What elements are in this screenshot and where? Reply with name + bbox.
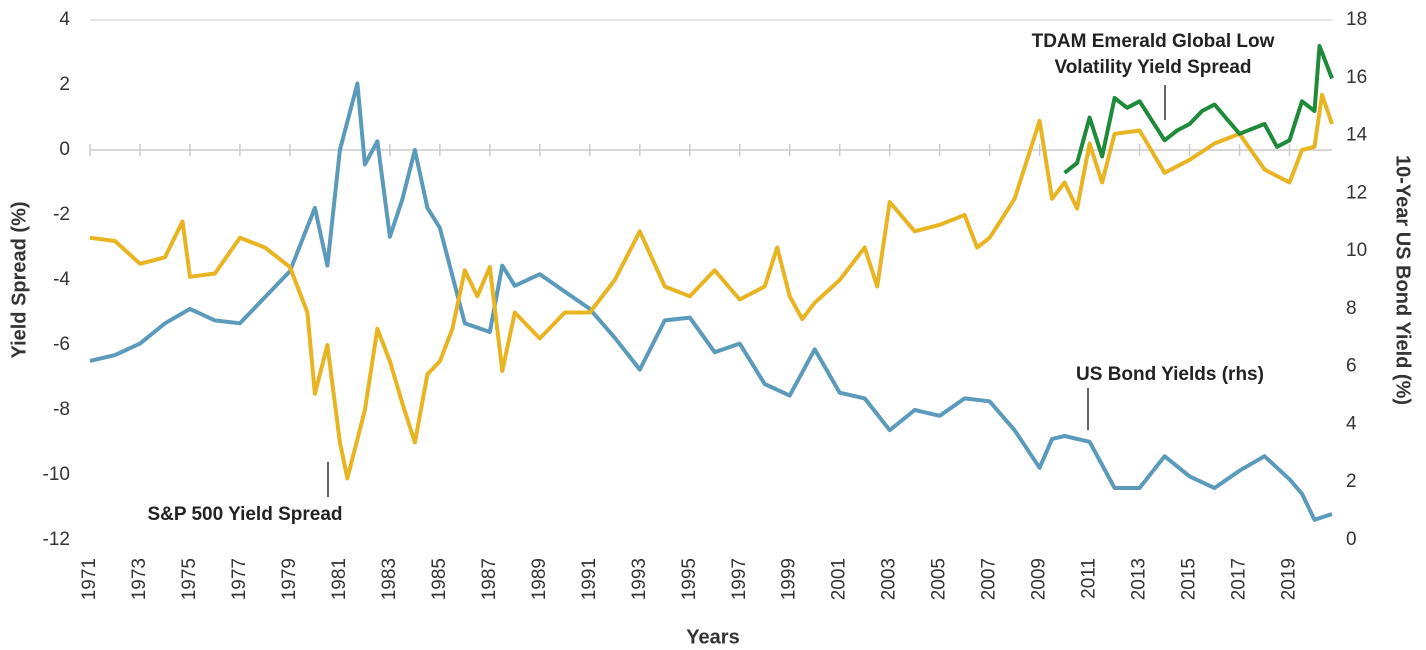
x-tick-label: 1995 — [679, 558, 700, 600]
x-tick-label: 1987 — [479, 558, 500, 600]
y-tick-label: -10 — [43, 464, 70, 485]
y2-tick-label: 10 — [1346, 240, 1367, 261]
x-axis-title: Years — [686, 626, 739, 648]
x-tick-label: 2007 — [979, 558, 1000, 600]
annotation: Volatility Yield Spread — [1054, 57, 1251, 78]
y2-axis-title: 10-Year US Bond Yield (%) — [1392, 155, 1414, 405]
x-tick-label: 1991 — [579, 558, 600, 600]
y-tick-label: -6 — [53, 334, 70, 355]
x-tick-label: 1997 — [729, 558, 750, 600]
x-tick-label: 1977 — [229, 558, 250, 600]
series-line — [89, 92, 1334, 481]
x-tick-label: 1983 — [379, 558, 400, 600]
x-tick-label: 1981 — [329, 558, 350, 600]
y2-tick-label: 0 — [1346, 529, 1357, 550]
y-tick-label: 2 — [59, 74, 70, 95]
y-axis-title: Yield Spread (%) — [8, 201, 30, 358]
y-tick-label: -8 — [53, 399, 70, 420]
y2-tick-label: 14 — [1346, 125, 1368, 146]
x-tick-label: 2005 — [929, 558, 950, 600]
series-line — [89, 81, 1333, 522]
x-tick-label: 2009 — [1029, 558, 1050, 600]
y-tick-label: -4 — [53, 269, 70, 290]
annotation: S&P 500 Yield Spread — [147, 504, 342, 525]
x-tick-label: 1975 — [179, 558, 200, 600]
y2-tick-label: 4 — [1346, 413, 1357, 434]
x-tick-label: 1989 — [529, 558, 550, 600]
x-tick-label: 1971 — [79, 558, 100, 600]
y2-tick-label: 8 — [1346, 298, 1357, 319]
x-tick-label: 1973 — [129, 558, 150, 600]
y-tick-label: -2 — [53, 204, 70, 225]
series-line — [1063, 44, 1334, 175]
y-tick-label: -12 — [43, 529, 70, 550]
y2-tick-label: 16 — [1346, 67, 1367, 88]
y2-tick-label: 6 — [1346, 356, 1357, 377]
y-tick-label: 4 — [59, 9, 70, 30]
y-tick-label: 0 — [59, 139, 70, 160]
x-tick-label: 2019 — [1279, 558, 1300, 600]
annotation: US Bond Yields (rhs) — [1076, 364, 1264, 385]
x-tick-label: 1985 — [429, 558, 450, 600]
x-tick-label: 1979 — [279, 558, 300, 600]
x-tick-label: 2017 — [1229, 558, 1250, 600]
x-tick-label: 2013 — [1129, 558, 1150, 600]
x-tick-label: 2001 — [829, 558, 850, 600]
y2-tick-label: 2 — [1346, 471, 1357, 492]
x-tick-label: 1999 — [779, 558, 800, 600]
y2-tick-label: 18 — [1346, 9, 1367, 30]
annotation: TDAM Emerald Global Low — [1032, 31, 1275, 52]
x-tick-label: 2015 — [1179, 558, 1200, 600]
x-tick-label: 2003 — [879, 558, 900, 600]
y2-tick-label: 12 — [1346, 182, 1367, 203]
x-tick-label: 2011 — [1079, 558, 1100, 599]
x-tick-label: 1993 — [629, 558, 650, 600]
